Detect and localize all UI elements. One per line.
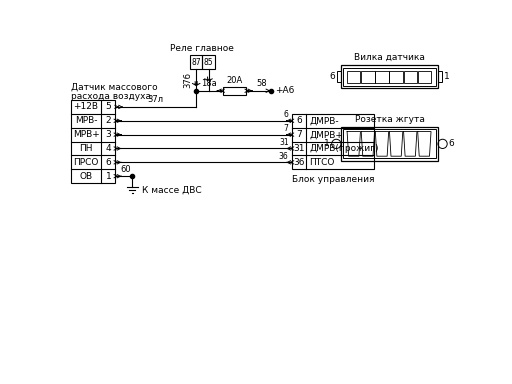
Text: ПТСО: ПТСО	[309, 158, 335, 167]
Text: 37л: 37л	[147, 95, 164, 104]
Text: 2: 2	[105, 116, 111, 125]
Text: 6: 6	[449, 139, 455, 148]
Text: 31: 31	[279, 138, 289, 147]
Text: 36: 36	[279, 152, 289, 161]
Text: Вилка датчика: Вилка датчика	[354, 53, 425, 62]
Bar	[223, 87, 246, 94]
Text: 7: 7	[296, 130, 302, 139]
Text: ДМРВ-: ДМРВ-	[309, 116, 339, 125]
Text: 3: 3	[105, 130, 111, 139]
Text: 7: 7	[284, 124, 289, 133]
Bar	[438, 71, 442, 82]
Bar	[190, 55, 202, 69]
Bar	[403, 71, 417, 83]
Text: 6: 6	[105, 158, 111, 167]
Text: ДМРВ(прожиг): ДМРВ(прожиг)	[309, 144, 379, 153]
Text: 6: 6	[296, 116, 302, 125]
Text: ПРСО: ПРСО	[73, 158, 99, 167]
Text: Реле главное: Реле главное	[170, 44, 234, 53]
Text: 1: 1	[444, 72, 450, 81]
Bar	[418, 71, 431, 83]
Text: +А6: +А6	[275, 86, 294, 95]
Text: +12В: +12В	[74, 103, 99, 111]
Text: 6: 6	[329, 72, 335, 81]
Text: ОВ: ОВ	[79, 172, 93, 181]
Text: 20А: 20А	[226, 76, 243, 84]
Text: Датчик массового: Датчик массового	[72, 83, 158, 92]
Bar	[341, 127, 438, 161]
Bar	[361, 71, 375, 83]
Text: 6: 6	[284, 110, 289, 119]
Text: 36: 36	[293, 158, 305, 167]
Text: 18а: 18а	[201, 79, 217, 88]
Bar	[71, 100, 115, 183]
Text: МРВ-: МРВ-	[75, 116, 97, 125]
Text: ДМРВ+: ДМРВ+	[309, 130, 343, 139]
Text: расхода воздуха: расхода воздуха	[72, 91, 152, 101]
Text: 1: 1	[105, 172, 111, 181]
Text: ПН: ПН	[79, 144, 93, 153]
Bar	[292, 114, 374, 169]
Bar	[390, 71, 403, 83]
Bar	[337, 71, 341, 82]
Text: 85: 85	[204, 58, 214, 67]
Text: 31: 31	[293, 144, 305, 153]
Text: Блок управления: Блок управления	[292, 175, 374, 184]
Text: 60: 60	[121, 165, 132, 174]
Text: 1: 1	[325, 139, 330, 148]
Text: 58: 58	[257, 79, 267, 88]
Bar	[347, 71, 360, 83]
Bar	[343, 129, 436, 159]
Text: МРВ+: МРВ+	[73, 130, 99, 139]
Text: 37б: 37б	[183, 72, 193, 88]
Text: 87: 87	[191, 58, 201, 67]
Bar	[375, 71, 389, 83]
Text: 4: 4	[105, 144, 111, 153]
Text: Розетка жгута: Розетка жгута	[354, 115, 424, 124]
Text: К массе ДВС: К массе ДВС	[141, 185, 201, 195]
Text: 5: 5	[105, 103, 111, 111]
Bar	[341, 65, 438, 88]
Bar	[343, 68, 436, 86]
Bar	[202, 55, 215, 69]
